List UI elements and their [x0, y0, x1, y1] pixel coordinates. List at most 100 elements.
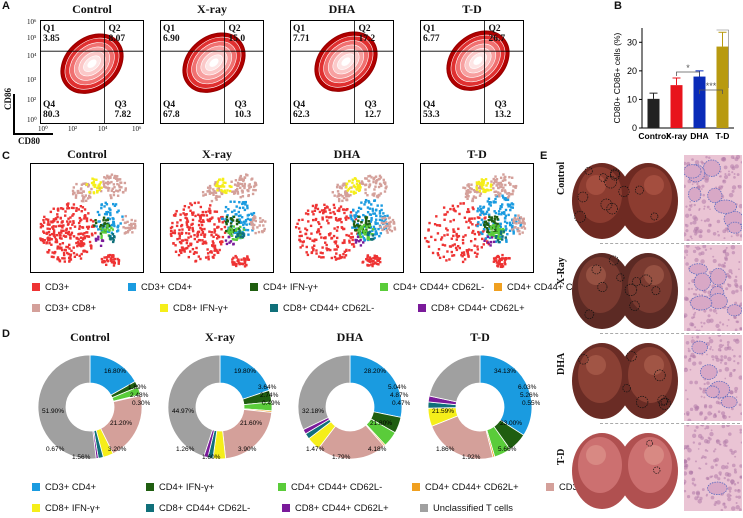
- quadrant-value: 62.3: [293, 110, 310, 120]
- donut-value-label: 4.87%: [390, 392, 409, 399]
- bar: [647, 98, 660, 128]
- legend-label: CD4+ IFN-γ+: [263, 281, 319, 292]
- donut-value-label: 0.30%: [132, 400, 150, 407]
- legend-label: CD8+ IFN-γ+: [173, 302, 229, 313]
- bar: [716, 46, 729, 129]
- legend-label: CD4+ CD44+ CD62L+: [507, 281, 601, 292]
- x-tick-label: 10⁴: [98, 125, 108, 133]
- quadrant-q4: Q4 53.3: [423, 100, 440, 120]
- quadrant-name: Q3: [364, 100, 377, 110]
- histology-image-0: [684, 155, 742, 241]
- quadrant-q3: Q3 13.2: [494, 100, 511, 120]
- legend-label: CD3+: [45, 281, 70, 292]
- legend-label: CD4+ CD44+ CD62L-: [291, 481, 383, 492]
- legend-item: CD8+ CD44+ CD62L+: [282, 502, 389, 513]
- significance-mark: ***: [706, 81, 717, 91]
- legend-item: CD8+ CD44+ CD62L-: [146, 502, 250, 513]
- y-tick-label: 10⁵: [27, 34, 37, 42]
- lung-photo-1: [572, 253, 678, 329]
- donut-value-label: 21.20%: [110, 420, 132, 427]
- tsne-plot-1: [160, 163, 274, 273]
- lung-photo-0: [572, 163, 678, 239]
- donut-value-label: 3.90%: [238, 446, 257, 453]
- donut-value-label: 32.18%: [302, 408, 324, 415]
- legend-item: CD4+ CD44+ CD62L+: [412, 481, 519, 492]
- quadrant-q1: Q1 7.71: [293, 24, 310, 44]
- y-tick-label: 10²: [27, 96, 37, 104]
- panel-label-c: C: [2, 150, 10, 162]
- tsne-title: Control: [67, 147, 107, 161]
- flow-plot-2: [290, 20, 394, 124]
- quadrant-name: Q2: [228, 24, 241, 34]
- legend-swatch: [418, 303, 426, 312]
- significance-bracket: [699, 89, 723, 94]
- panel-a-xlabel: CD80: [18, 136, 40, 146]
- row-separator: [600, 423, 740, 424]
- legend-swatch: [412, 482, 420, 491]
- donut-title: DHA: [336, 330, 364, 344]
- x-tick-label: 10²: [68, 125, 78, 133]
- legend-swatch: [282, 503, 290, 512]
- tsne-title: X-ray: [202, 147, 232, 161]
- legend-item: CD4+ IFN-γ+: [250, 281, 318, 292]
- quadrant-value: 6.90: [163, 34, 180, 44]
- donut-value-label: 1.60%: [202, 454, 221, 461]
- quadrant-q2: Q2 26.7: [488, 24, 505, 44]
- quadrant-name: Q4: [163, 100, 176, 110]
- donut-value-label: 44.97%: [172, 408, 194, 415]
- donut-value-label: 1.26%: [176, 446, 195, 453]
- legend-swatch: [146, 503, 154, 512]
- row-separator: [600, 333, 740, 334]
- legend-item: Unclassified T cells: [420, 502, 513, 513]
- tsne-title: T-D: [467, 147, 487, 161]
- quadrant-value: 12.7: [364, 110, 382, 120]
- donut-value-label: 23.00%: [500, 420, 522, 427]
- quadrant-q2: Q2 8.07: [108, 24, 125, 44]
- donut-value-label: 3.20%: [108, 446, 127, 453]
- quadrant-q4: Q4 80.3: [43, 100, 60, 120]
- histology-image-3: [684, 425, 742, 511]
- donut-value-label: 21.59%: [432, 408, 454, 415]
- legend-swatch: [420, 503, 428, 512]
- x-tick-label: 10⁶: [132, 125, 142, 133]
- legend-swatch: [494, 282, 502, 291]
- donut-slice: [37, 354, 97, 460]
- quadrant-name: Q2: [108, 24, 121, 34]
- quadrant-name: Q3: [114, 100, 127, 110]
- quadrant-q2: Q2 15.0: [228, 24, 245, 44]
- panel-label-e: E: [540, 150, 548, 162]
- flow-plot-title: DHA: [328, 2, 356, 16]
- legend-swatch: [32, 503, 40, 512]
- quadrant-q3: Q3 7.82: [114, 100, 131, 120]
- y-tick-label: 10⁴: [27, 52, 37, 60]
- y-tick-label: 10³: [27, 76, 37, 84]
- panel-a-ylabel: CD86: [3, 88, 13, 110]
- lung-row-label: T-D: [556, 448, 567, 465]
- lung-row-label: X-Ray: [556, 257, 567, 285]
- donut-value-label: 51.90%: [42, 408, 64, 415]
- quadrant-name: Q4: [293, 100, 306, 110]
- tsne-title: DHA: [333, 147, 361, 161]
- legend-label: CD4+ CD44+ CD62L+: [425, 481, 519, 492]
- bar-y-tick: 10: [627, 94, 637, 104]
- legend-label: CD4+ CD44+ CD62L-: [393, 281, 485, 292]
- tsne-plot-3: [420, 163, 534, 273]
- quadrant-value: 10.3: [234, 110, 252, 120]
- quadrant-name: Q2: [488, 24, 501, 34]
- donut-value-label: 5.26%: [520, 392, 539, 399]
- lung-row-label: Control: [556, 161, 567, 195]
- quadrant-q1: Q1 6.77: [423, 24, 440, 44]
- quadrant-value: 6.77: [423, 34, 440, 44]
- flow-plot-title: T-D: [462, 2, 482, 16]
- panel-b-bar-chart: 0 10 20 30 CD80+ CD86+ cells (%) ControlX-ray…: [612, 28, 734, 141]
- quadrant-value: 67.8: [163, 110, 180, 120]
- flow-plot-0: [40, 20, 144, 124]
- legend-item: CD3+ CD4+: [128, 281, 192, 292]
- donut-value-label: 1.86%: [436, 446, 455, 453]
- quadrant-value: 3.85: [43, 34, 60, 44]
- flow-plot-title: Control: [72, 2, 112, 16]
- donut-value-label: 34.13%: [494, 368, 516, 375]
- donut-slice: [349, 354, 403, 418]
- donut-value-label: 19.80%: [234, 368, 256, 375]
- quadrant-value: 80.3: [43, 110, 60, 120]
